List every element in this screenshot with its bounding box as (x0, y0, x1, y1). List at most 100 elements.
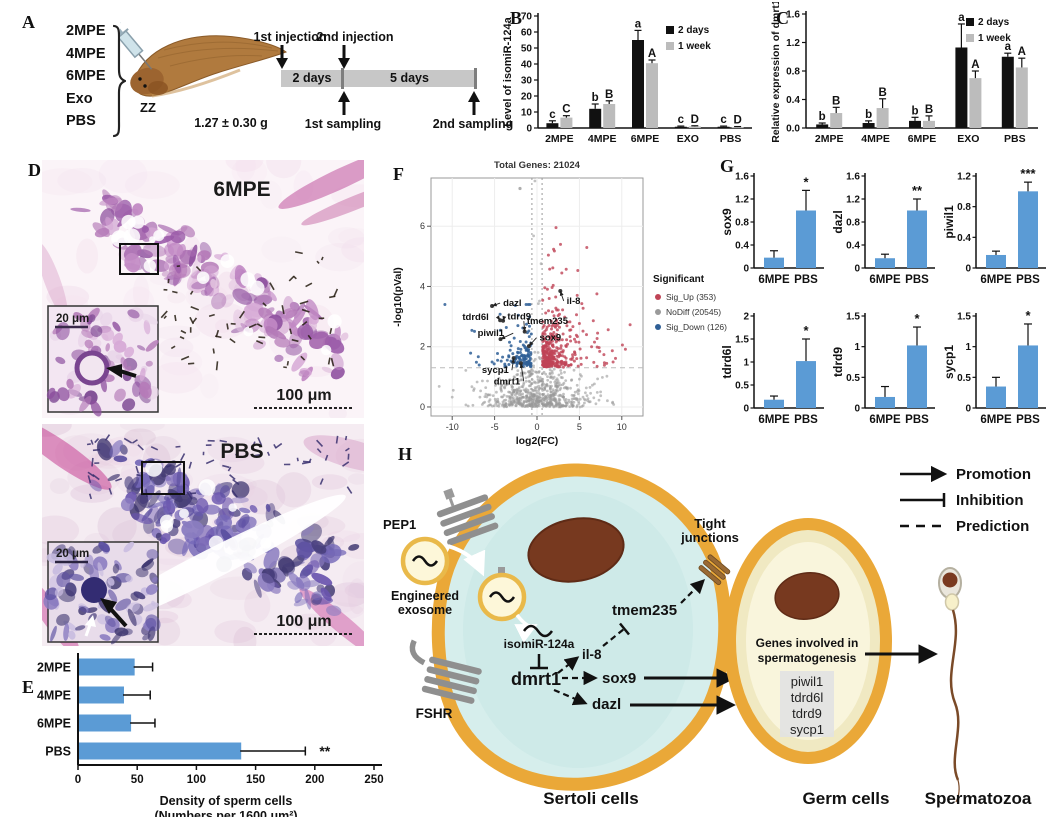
inset-texture (46, 307, 159, 417)
bar-6MPE (764, 399, 784, 408)
il8-tmem235-cap (619, 622, 630, 636)
sertoli-nucleus (527, 517, 625, 583)
svg-text:1.2: 1.2 (846, 195, 860, 206)
svg-text:sox9: sox9 (722, 208, 734, 236)
svg-text:4: 4 (420, 281, 425, 291)
bar-PBS-2 days (717, 126, 730, 128)
svg-text:il-8: il-8 (567, 296, 581, 307)
timeline-bar: 2 days 5 days (281, 68, 477, 89)
mini-bar-content: 0 0.4 0.8 1.2 piwil1 6MPE PBS *** (944, 166, 1046, 286)
bar-PBS (1018, 345, 1038, 408)
svg-text:A: A (648, 48, 656, 60)
dmrt1-dazl-arrow (553, 688, 588, 706)
svg-text:b: b (865, 109, 872, 121)
bar-2MPE (79, 658, 135, 676)
svg-text:2: 2 (420, 342, 425, 352)
bar-EXO-2 days (674, 126, 687, 128)
bar-2MPE-1 week (560, 117, 573, 128)
panel-f-label: F (393, 164, 404, 184)
svg-text:250: 250 (364, 774, 383, 786)
bar-PBS (796, 361, 816, 408)
svg-text:0: 0 (526, 124, 532, 135)
svg-text:0: 0 (420, 402, 425, 412)
spermatozoa-label: Spermatozoa (925, 789, 1032, 808)
highlight-box (141, 461, 185, 495)
svg-text:2MPE: 2MPE (37, 661, 71, 675)
svg-text:1.5: 1.5 (735, 335, 749, 346)
gene-list-sycp1: sycp1 (790, 722, 824, 737)
inset-ring-structure (74, 350, 110, 386)
pep1-label: PEP1 (383, 517, 416, 532)
svg-text:6MPE: 6MPE (908, 133, 937, 145)
legend-swatch (966, 34, 974, 42)
tissue-texture (42, 424, 364, 646)
il8-label: il-8 (582, 647, 602, 662)
svg-text:Sig_Up (353): Sig_Up (353) (666, 292, 716, 302)
svg-text:c: c (678, 114, 685, 126)
svg-text:PBS: PBS (905, 414, 929, 426)
inset-arrowhead (100, 598, 117, 614)
isomir-squiggle (522, 624, 554, 638)
svg-text:Relative expression of dmrt1: Relative expression of dmrt1 (770, 2, 782, 143)
inset-arrow (119, 369, 137, 378)
hbar-content: 0 50 100 150 200 250 2MPE 4MPE 6MPE PBS ** Density … (37, 653, 384, 817)
gene-expression-grid: 0 0.4 0.8 1.2 1.6 sox9 6MPE PBS * 0 0.4 0.8 1.2 1.6 d… (720, 152, 1053, 442)
bar-6MPE-2 days (632, 40, 644, 128)
bar-PBS-1 week (731, 127, 744, 129)
svg-text:*: * (803, 323, 809, 338)
svg-text:NoDiff (20545): NoDiff (20545) (666, 307, 721, 317)
svg-text:***: *** (1020, 166, 1036, 181)
isomir-level-bar-chart: 0 10 20 30 40 50 60 70 Level of isomiR-124a 2MPE c… (502, 12, 752, 145)
svg-text:2MPE: 2MPE (815, 133, 844, 145)
svg-text:0: 0 (965, 264, 971, 275)
svg-text:4MPE: 4MPE (588, 133, 617, 145)
svg-text:*: * (1025, 308, 1031, 323)
bar-6MPE-2 days (909, 120, 921, 128)
exosome-rna-squiggle (411, 555, 439, 567)
tdrd6l-bar-chart: 0 0.5 1 1.5 2 tdrd6l 6MPE PBS * (722, 312, 824, 426)
svg-text:1.6: 1.6 (786, 10, 800, 21)
svg-text:5: 5 (577, 422, 582, 432)
scale-label: 100 μm (276, 387, 331, 404)
engineered-exosome-label-2: exosome (398, 603, 452, 617)
svg-text:60: 60 (521, 28, 533, 39)
svg-text:0.5: 0.5 (957, 373, 971, 384)
syringe-icon (120, 20, 153, 70)
svg-text:0: 0 (965, 404, 971, 415)
svg-text:20: 20 (521, 92, 533, 103)
bar-6MPE (875, 258, 895, 268)
svg-text:10: 10 (521, 108, 533, 119)
bar-4MPE-2 days (862, 123, 875, 128)
svg-text:2MPE: 2MPE (545, 133, 574, 145)
svg-text:b: b (819, 111, 826, 123)
bar-2MPE-2 days (816, 124, 829, 128)
inset-scale-label: 20 μm (56, 548, 89, 560)
panel-a: A 2MPE 4MPE 6MPE Exo PBS (8, 8, 513, 150)
svg-text:Density of sperm cells: Density of sperm cells (160, 794, 293, 808)
dmrt1-expression-bar-chart: 0.0 0.4 0.8 1.2 1.6 Relative expression of dm… (770, 0, 1038, 145)
svg-text:*: * (803, 174, 809, 189)
svg-text:100: 100 (187, 774, 206, 786)
panel-h-label: H (398, 444, 413, 464)
svg-text:a: a (635, 18, 642, 30)
fish-eye-dot (138, 77, 142, 81)
sampling-2-label: 2nd sampling (432, 117, 514, 131)
dazl-label: dazl (592, 696, 621, 713)
germ-cells-label: Germ cells (803, 789, 890, 808)
svg-text:1: 1 (743, 358, 749, 369)
panel-e: E 0 50 100 150 200 250 2MPE 4MPE 6MPE PBS ** Densit… (8, 645, 408, 819)
panel-f: F dazl tdrd6l tdrd9 piwil1 tmem235 sox9 sycp1 d… (385, 152, 767, 452)
svg-text:b: b (592, 92, 599, 104)
svg-text:PBS: PBS (794, 414, 818, 426)
svg-text:dazl: dazl (503, 298, 521, 309)
svg-text:tdrd9: tdrd9 (833, 347, 845, 377)
bar-4MPE-2 days (589, 108, 602, 128)
svg-text:0: 0 (854, 404, 860, 415)
svg-text:6: 6 (420, 221, 425, 231)
gene-list-piwil1: piwil1 (791, 674, 824, 689)
panel-d-label: D (28, 160, 41, 180)
sertoli-cells-label: Sertoli cells (543, 789, 638, 808)
svg-text:log2(FC): log2(FC) (516, 435, 559, 447)
